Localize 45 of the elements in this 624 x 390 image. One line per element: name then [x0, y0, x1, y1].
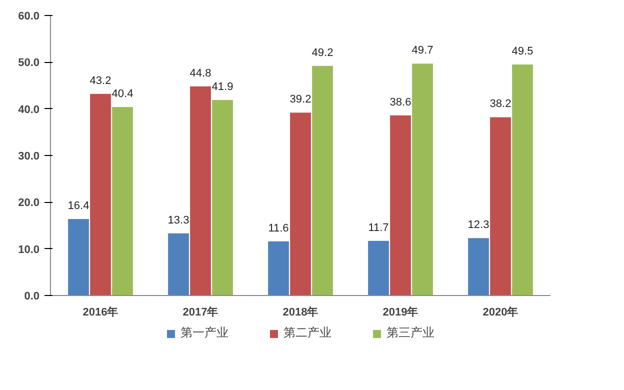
y-tick-label: 0.0 — [24, 290, 40, 302]
bar — [112, 106, 133, 296]
data-label: 11.7 — [368, 222, 389, 234]
bar — [168, 233, 189, 296]
data-label: 49.7 — [412, 44, 434, 57]
data-label: 11.6 — [268, 222, 289, 234]
x-tick-label: 2019年 — [382, 306, 418, 318]
data-label: 38.6 — [390, 96, 412, 108]
legend-label: 第二产业 — [284, 324, 332, 342]
bar — [68, 218, 89, 296]
legend-label: 第一产业 — [180, 324, 228, 342]
bar — [190, 86, 211, 296]
y-tick-label: 30.0 — [18, 150, 40, 162]
data-label: 16.4 — [68, 200, 90, 212]
data-label: 49.5 — [512, 46, 534, 58]
bar — [312, 66, 333, 296]
legend-label: 第三产业 — [386, 324, 434, 342]
bar — [468, 238, 489, 296]
y-tick-label: 40.0 — [18, 104, 40, 116]
x-tick-label: 2020年 — [482, 306, 518, 318]
data-label: 41.9 — [212, 80, 234, 93]
bar — [412, 64, 433, 296]
y-tick-label: 60.0 — [18, 10, 40, 22]
bar — [290, 112, 311, 296]
y-tick-label: 50.0 — [18, 57, 40, 70]
y-tick-label: 10.0 — [18, 244, 40, 256]
bar — [490, 117, 511, 296]
x-tick-label: 2016年 — [82, 306, 118, 318]
bar — [268, 241, 289, 296]
x-tick-label: 2018年 — [282, 306, 318, 318]
bar — [368, 240, 389, 296]
data-label: 40.4 — [112, 88, 134, 100]
bar — [390, 115, 411, 296]
bar — [212, 100, 233, 296]
x-tick-label: 2017年 — [182, 306, 218, 318]
data-label: 38.2 — [490, 98, 512, 110]
bar — [512, 64, 533, 296]
data-label: 49.2 — [312, 46, 334, 59]
data-label: 39.2 — [290, 94, 312, 106]
bar — [90, 94, 111, 296]
data-label: 44.8 — [190, 67, 212, 80]
data-label: 43.2 — [90, 74, 112, 87]
data-label: 12.3 — [468, 219, 490, 232]
y-tick-label: 20.0 — [18, 197, 40, 210]
data-label: 13.3 — [168, 214, 190, 226]
